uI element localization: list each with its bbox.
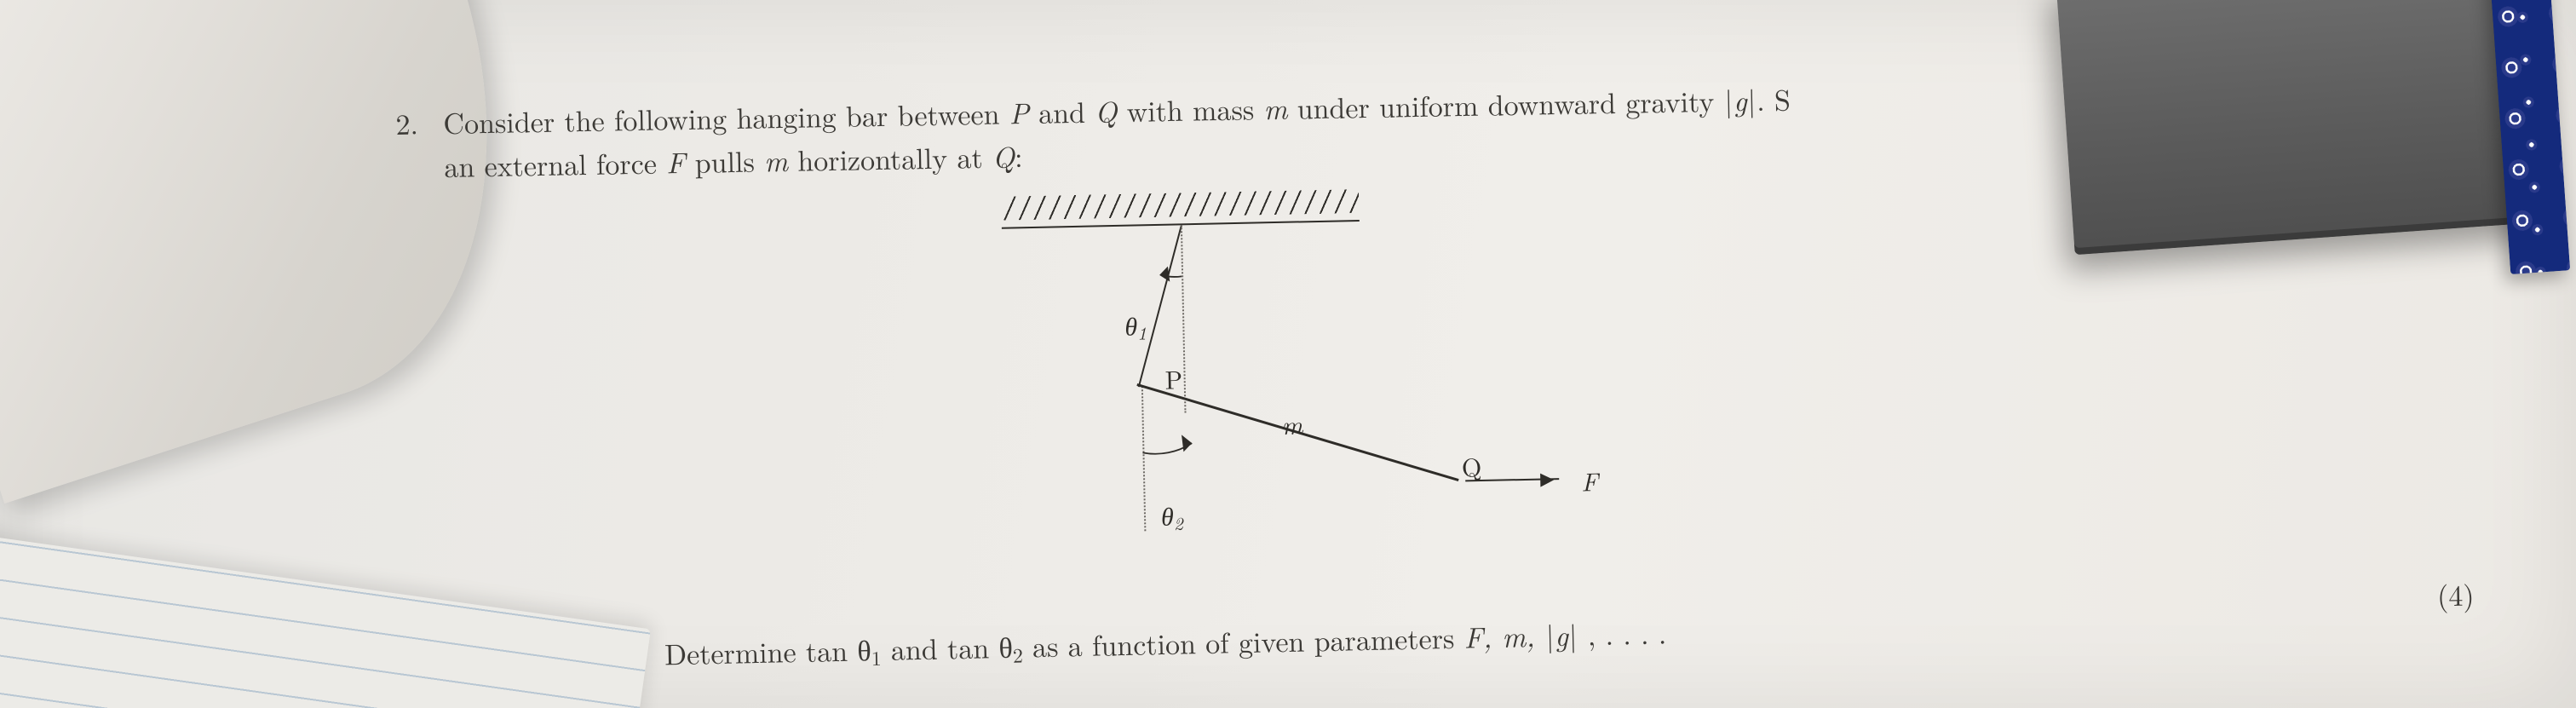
label-P: P	[1164, 360, 1182, 396]
var-P: P	[1009, 91, 1029, 132]
q-seg: as a function of given parameters	[1022, 616, 1464, 666]
question-line: Determine tan θ1 and tan θ2 as a functio…	[664, 612, 1667, 676]
var-g-abs: g	[1723, 78, 1757, 120]
label-theta2: θ2	[1161, 496, 1183, 536]
page-curl-top-left	[0, 0, 572, 504]
text-seg: Consider the following hanging bar betwe…	[443, 91, 1009, 142]
marks-label: (4)	[2436, 573, 2474, 615]
var-Q: Q	[1095, 89, 1118, 130]
book-top-right	[2056, 0, 2551, 255]
q-tan2: tan θ2	[946, 625, 1023, 668]
label-Q: Q	[1461, 447, 1481, 484]
q-seg: and	[881, 626, 947, 669]
text-seg: under uniform downward gravity	[1287, 79, 1724, 128]
problem-text: 2. Consider the following hanging bar be…	[443, 72, 2062, 187]
q-g-abs: g	[1544, 613, 1578, 655]
label-m: m	[1281, 405, 1302, 442]
var-Q2: Q	[992, 135, 1015, 176]
text-seg: and	[1028, 90, 1095, 132]
q-params: F, m,	[1463, 614, 1545, 657]
text-seg: pulls	[685, 139, 765, 181]
text-seg: with mass	[1117, 87, 1264, 130]
book-spine-pattern	[2488, 0, 2570, 274]
lined-paper-underneath	[0, 534, 651, 708]
theta2-arc-arrow	[1182, 435, 1192, 452]
q-seg: , . . . .	[1578, 612, 1667, 654]
text-seg: horizontally at	[787, 135, 992, 180]
var-F: F	[666, 141, 686, 181]
var-m: m	[1263, 87, 1288, 128]
label-theta1: θ1	[1124, 306, 1147, 346]
label-F: F	[1581, 462, 1598, 498]
text-seg: . S	[1757, 78, 1791, 119]
var-m2: m	[764, 139, 789, 180]
theta1-arc-arrow	[1159, 267, 1170, 282]
paper-surface: 2. Consider the following hanging bar be…	[0, 0, 2576, 708]
text-seg: an external force	[444, 141, 667, 186]
problem-number: 2.	[395, 101, 418, 145]
hanging-bar-figure: θ1 P m Q F θ2	[891, 205, 1665, 579]
bar-svg	[891, 205, 1665, 579]
q-seg: Determine	[664, 630, 807, 673]
text-seg: :	[1015, 135, 1023, 176]
q-tan1: tan θ1	[805, 628, 882, 671]
